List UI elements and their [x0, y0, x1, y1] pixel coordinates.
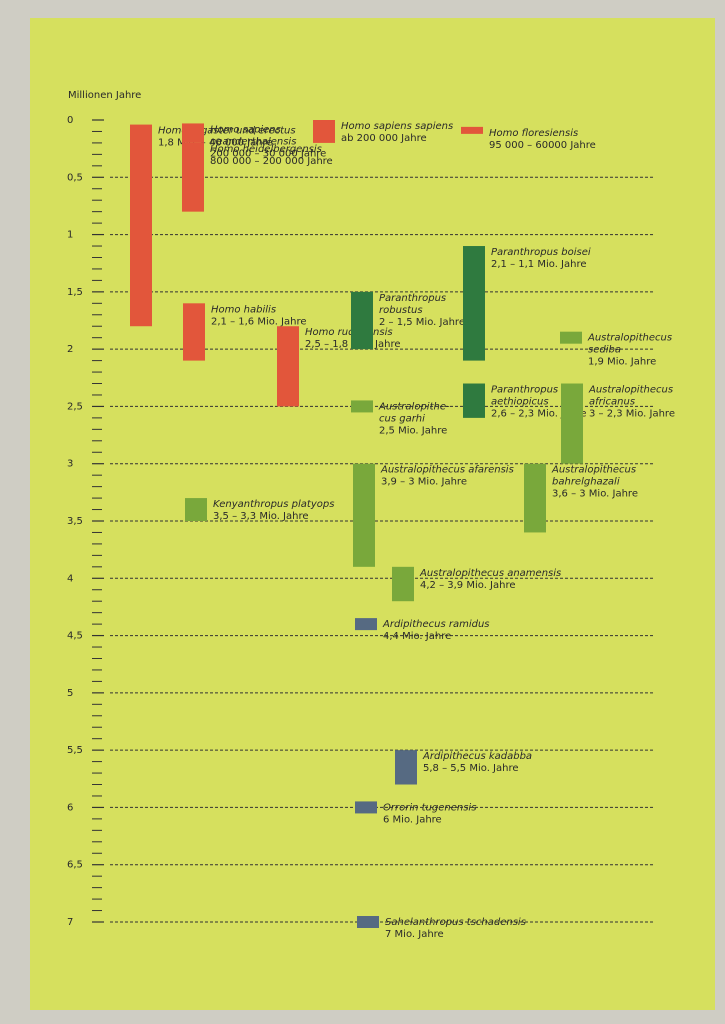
y-tick-label: 4: [67, 573, 73, 584]
species-name: Paranthropus: [379, 293, 446, 304]
species-name: robustus: [379, 305, 423, 316]
species-name: neanderthalensis: [210, 136, 296, 147]
y-tick-label: 7: [67, 917, 73, 928]
y-tick-label: 5,5: [67, 745, 83, 756]
y-tick-label: 1: [67, 230, 73, 241]
range-label: 6 Mio. Jahre: [383, 814, 442, 825]
range-bar: [353, 463, 375, 567]
range-bar: [461, 126, 483, 134]
species-name: Homo ergaster und erectus: [158, 126, 296, 137]
range-label: 3,5 – 3,3 Mio. Jahre: [213, 511, 309, 522]
species-name: Ardipithecus kadabba: [422, 751, 532, 762]
range-label: 800 000 – 200 000 Jahre: [210, 156, 333, 167]
species-name: Australopithe-: [378, 401, 450, 412]
range-bar: [277, 326, 299, 407]
species-name: Paranthropus: [491, 385, 558, 396]
axis-title: Millionen Jahre: [68, 90, 141, 101]
range-bar: [561, 383, 583, 464]
range-label: 7 Mio. Jahre: [385, 929, 444, 940]
species-name: Homo heidelbergensis: [210, 144, 322, 155]
range-bar: [463, 246, 485, 361]
species-name: Paranthropus boisei: [491, 247, 591, 258]
range-bar: [560, 331, 582, 344]
range-label: 4,4 Mio. Jahre: [383, 631, 451, 642]
range-label: 2,6 – 2,3 Mio. Jahre: [491, 409, 587, 420]
range-bar: [351, 400, 373, 413]
range-label: 3 – 2,3 Mio. Jahre: [589, 409, 675, 420]
range-label: 5,8 – 5,5 Mio. Jahre: [423, 763, 519, 774]
species-name: cus garhi: [379, 413, 425, 424]
range-bar: [313, 120, 335, 143]
species-name: aethiopicus: [491, 397, 549, 408]
range-bar: [355, 801, 377, 814]
species-name: Australopithecus: [551, 465, 636, 476]
range-label: 95 000 – 60000 Jahre: [489, 140, 596, 151]
y-tick-label: 0: [67, 115, 73, 126]
species-name: Ardipithecus ramidus: [382, 619, 490, 630]
y-tick-label: 4,5: [67, 631, 83, 642]
species-name: Australopithecus afarensis: [380, 465, 514, 476]
y-tick-label: 2: [67, 344, 73, 355]
species-name: Australopithecus: [587, 333, 672, 344]
range-label: 2,1 – 1,1 Mio. Jahre: [491, 259, 587, 270]
y-tick-label: 2,5: [67, 401, 83, 412]
range-bar: [185, 498, 207, 521]
y-tick-label: 3,5: [67, 516, 83, 527]
range-bar: [182, 123, 204, 143]
range-label: 1,8 Mio. – 40 000 Jahre: [158, 138, 273, 149]
range-bar: [463, 383, 485, 418]
range-label: 2 – 1,5 Mio. Jahre: [379, 317, 465, 328]
range-bar: [351, 291, 373, 350]
species-name: Homo sapiens: [210, 124, 281, 135]
species-name: Homo sapiens sapiens: [341, 121, 453, 132]
range-label: 2,5 Mio. Jahre: [379, 425, 447, 436]
range-bar: [392, 566, 414, 602]
species-name: Homo floresiensis: [489, 128, 578, 139]
y-tick-label: 1,5: [67, 287, 83, 298]
range-bar: [355, 618, 377, 631]
range-bar: [183, 303, 205, 361]
range-bar: [524, 463, 546, 533]
range-bar: [357, 916, 379, 928]
y-tick-label: 0,5: [67, 172, 83, 183]
species-name: Sahelanthropus tschadensis: [385, 917, 526, 928]
y-tick-label: 3: [67, 459, 73, 470]
y-tick-label: 6,5: [67, 860, 83, 871]
species-name: bahrelghazali: [552, 477, 620, 488]
range-bar: [182, 142, 204, 212]
species-name: africanus: [589, 397, 635, 408]
range-label: 2,1 – 1,6 Mio. Jahre: [211, 316, 307, 327]
y-tick-label: 5: [67, 688, 73, 699]
species-name: Orrorin tugenensis: [383, 802, 476, 813]
range-label: 3,9 – 3 Mio. Jahre: [381, 477, 467, 488]
species-name: Australopithecus anamensis: [419, 568, 561, 579]
range-bar: [395, 750, 417, 785]
range-label: ab 200 000 Jahre: [341, 133, 427, 144]
range-label: 4,2 – 3,9 Mio. Jahre: [420, 580, 516, 591]
species-name: sediba: [588, 345, 621, 356]
species-name: Homo habilis: [211, 304, 276, 315]
species-name: Kenyanthropus platyops: [213, 499, 334, 510]
range-label: 200 000 – 30 000 Jahre: [210, 148, 326, 159]
range-label: 3,6 – 3 Mio. Jahre: [552, 489, 638, 500]
species-name: Australopithecus: [588, 385, 673, 396]
range-bar: [130, 124, 152, 327]
species-name: Homo rudolfensis: [305, 327, 393, 338]
range-label: 1,9 Mio. Jahre: [588, 357, 656, 368]
y-tick-label: 6: [67, 802, 73, 813]
